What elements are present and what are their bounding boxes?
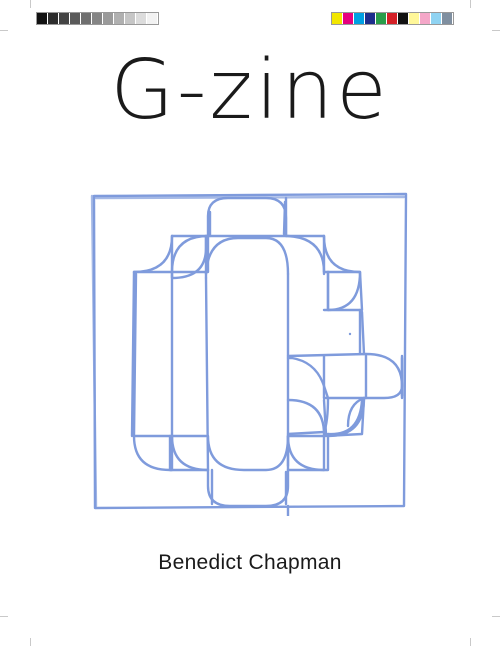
grayscale-color-bar bbox=[36, 12, 159, 25]
crop-mark-top-left bbox=[0, 30, 8, 31]
gray-swatch bbox=[136, 13, 147, 24]
crop-mark-top-right bbox=[492, 30, 500, 31]
crop-mark-bottom-right bbox=[492, 616, 500, 617]
color-swatch bbox=[398, 13, 409, 24]
color-swatch bbox=[420, 13, 431, 24]
crop-mark-bottom-left bbox=[30, 638, 31, 646]
gray-swatch bbox=[81, 13, 92, 24]
color-swatch bbox=[376, 13, 387, 24]
gray-swatch bbox=[125, 13, 136, 24]
gray-swatch bbox=[92, 13, 103, 24]
g-left-column bbox=[130, 270, 136, 438]
color-swatch bbox=[354, 13, 365, 24]
color-swatch bbox=[332, 13, 343, 24]
g-sketch-illustration bbox=[90, 192, 408, 516]
gray-swatch bbox=[59, 13, 70, 24]
color-swatch bbox=[343, 13, 354, 24]
crop-mark-bottom-right bbox=[470, 638, 471, 646]
g-top-bump bbox=[206, 196, 288, 238]
color-swatch bbox=[409, 13, 420, 24]
author-name: Benedict Chapman bbox=[158, 551, 342, 574]
gray-swatch bbox=[147, 13, 158, 24]
color-swatch bbox=[431, 13, 442, 24]
crop-mark-top-left bbox=[30, 0, 31, 8]
g-bottom-bump bbox=[206, 468, 290, 508]
cover-title: G-zine bbox=[110, 43, 390, 138]
process-color-bar bbox=[331, 12, 454, 25]
gray-swatch bbox=[37, 13, 48, 24]
gray-swatch bbox=[103, 13, 114, 24]
gray-swatch bbox=[70, 13, 81, 24]
g-crossbar bbox=[286, 352, 404, 428]
color-swatch bbox=[365, 13, 376, 24]
gray-swatch bbox=[114, 13, 125, 24]
crop-mark-bottom-left bbox=[0, 616, 8, 617]
gray-swatch bbox=[48, 13, 59, 24]
crop-mark-top-right bbox=[470, 0, 471, 8]
color-swatch bbox=[442, 13, 453, 24]
color-swatch bbox=[387, 13, 398, 24]
